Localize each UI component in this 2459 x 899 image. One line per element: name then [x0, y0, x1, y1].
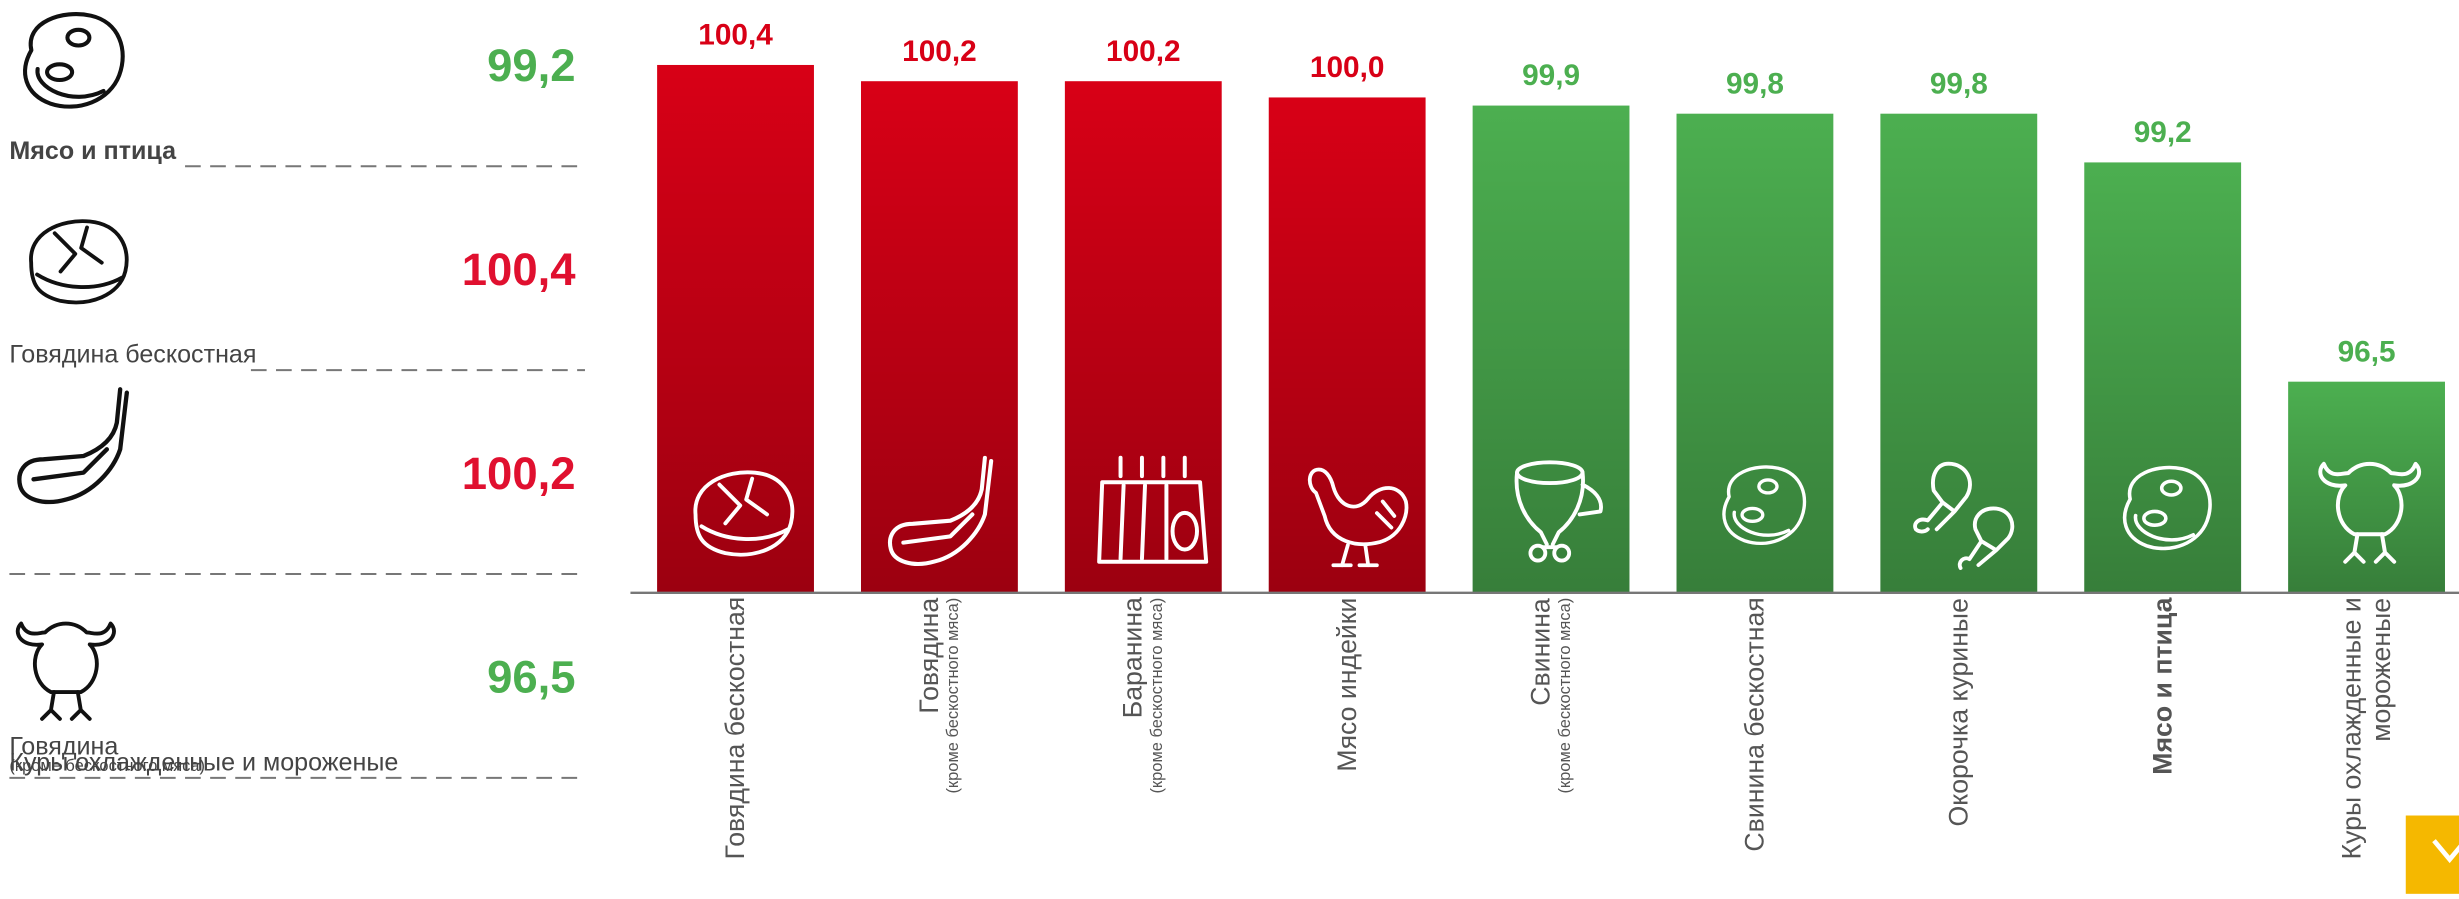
value-label: 100,4 — [698, 19, 773, 52]
category: Мясо индейки — [1347, 598, 1377, 899]
bar-shade — [1880, 114, 2037, 593]
icon — [18, 624, 114, 719]
x-tick-note: (кроме бескостного мяса) — [944, 598, 964, 899]
icon — [31, 221, 127, 302]
icon — [25, 14, 123, 107]
x-tick-label: Куры охлажденные и мороженые — [2337, 598, 2397, 899]
category-label: Говядина бескостная — [721, 598, 751, 899]
x-tick-label: Свинина — [1526, 598, 1556, 899]
category: Говядина бескостная — [736, 598, 766, 899]
category: Баранина(кроме бескостного мяса) — [1143, 598, 1193, 899]
category: Куры охлажденные и мороженые — [2367, 598, 2427, 899]
bar-shade — [1473, 106, 1630, 593]
value-label: 99,8 — [1726, 67, 1784, 100]
stage: 99,2 Мясо и птица 100,4 Говядина бескостная… — [0, 0, 2459, 894]
x-tick-label: Мясо индейки — [1332, 598, 1362, 899]
bars: 100,4 100,2 100,2 100,0 99,9 99,8 99,8 99,2 96,5 — [657, 19, 2445, 593]
value-label: 96,5 — [2338, 335, 2396, 368]
x-tick-note: (кроме бескостного мяса) — [1148, 598, 1168, 899]
value-label: 99,2 — [2134, 116, 2192, 149]
summary-label: Говядина бескостная — [9, 341, 256, 369]
value-label: 100,2 — [902, 35, 977, 68]
bar-shade — [1269, 97, 1426, 592]
value-label: 99,9 — [1522, 59, 1580, 92]
x-tick-label: Свинина бескостная — [1740, 598, 1770, 899]
bar-shade — [861, 81, 1018, 593]
bar-shade — [2084, 162, 2241, 592]
value-label: 99,8 — [1930, 67, 1988, 100]
category-label: Свинина бескостная — [1740, 598, 1770, 899]
category: Свинина бескостная — [1755, 598, 1785, 899]
category-label: Мясо индейки — [1332, 598, 1362, 899]
summary-value: 100,4 — [462, 244, 576, 295]
chart: 99,2 Мясо и птица 100,4 Говядина бескостная… — [0, 0, 2459, 894]
category: Говядина(кроме бескостного мяса) — [939, 598, 989, 899]
value-label: 100,0 — [1310, 51, 1385, 84]
category-label: Куры охлажденные и мороженые — [2337, 598, 2397, 899]
page: 99,2 Мясо и птица 100,4 Говядина бескостная… — [0, 0, 2459, 893]
bar-shade — [2288, 382, 2445, 593]
summary-label: Куры охлажденные и мороженые — [9, 748, 398, 776]
icon — [19, 389, 126, 502]
x-tick-label: Окорочка куриные — [1944, 598, 1974, 899]
x-tick-label: Баранина — [1118, 598, 1148, 899]
category-label: Говядина(кроме бескостного мяса) — [914, 598, 964, 899]
value-label: 100,2 — [1106, 35, 1181, 68]
x-tick-label: Мясо и птица — [2148, 598, 2178, 899]
category-label: Баранина(кроме бескостного мяса) — [1118, 598, 1168, 899]
summary-value: 100,2 — [462, 448, 576, 499]
category: Мясо и птица — [2163, 598, 2193, 899]
category-label: Окорочка куриные — [1944, 598, 1974, 899]
x-tick-label: Говядина — [914, 598, 944, 899]
category: Свинина(кроме бескостного мяса) — [1551, 598, 1601, 899]
x-tick-note: (кроме бескостного мяса) — [1556, 598, 1576, 899]
category-label: Мясо и птица — [2148, 598, 2178, 899]
x-tick-label: Говядина бескостная — [721, 598, 751, 899]
category-label: Свинина(кроме бескостного мяса) — [1526, 598, 1576, 899]
summary-value: 99,2 — [487, 40, 576, 91]
summary-label: Мясо и птица — [9, 137, 177, 165]
category: Окорочка куриные — [1959, 598, 1989, 899]
summary-value: 96,5 — [487, 652, 576, 703]
